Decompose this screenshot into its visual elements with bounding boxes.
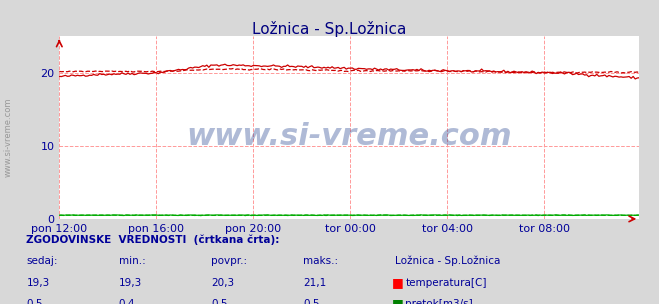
Text: www.si-vreme.com: www.si-vreme.com	[186, 122, 512, 151]
Text: maks.:: maks.:	[303, 257, 338, 267]
Text: 0,5: 0,5	[211, 299, 227, 304]
Text: ZGODOVINSKE  VREDNOSTI  (črtkana črta):: ZGODOVINSKE VREDNOSTI (črtkana črta):	[26, 235, 279, 245]
Text: 21,1: 21,1	[303, 278, 326, 288]
Text: ■: ■	[392, 276, 404, 289]
Text: min.:: min.:	[119, 257, 146, 267]
Text: ■: ■	[392, 297, 404, 304]
Text: 20,3: 20,3	[211, 278, 234, 288]
Text: povpr.:: povpr.:	[211, 257, 247, 267]
Text: sedaj:: sedaj:	[26, 257, 58, 267]
Text: 19,3: 19,3	[26, 278, 49, 288]
Text: 19,3: 19,3	[119, 278, 142, 288]
Text: www.si-vreme.com: www.si-vreme.com	[3, 97, 13, 177]
Text: 0,4: 0,4	[119, 299, 135, 304]
Text: pretok[m3/s]: pretok[m3/s]	[405, 299, 473, 304]
Text: 0,5: 0,5	[26, 299, 43, 304]
Text: Ložnica - Sp.Ložnica: Ložnica - Sp.Ložnica	[252, 21, 407, 37]
Text: temperatura[C]: temperatura[C]	[405, 278, 487, 288]
Text: Ložnica - Sp.Ložnica: Ložnica - Sp.Ložnica	[395, 256, 501, 267]
Text: 0,5: 0,5	[303, 299, 320, 304]
